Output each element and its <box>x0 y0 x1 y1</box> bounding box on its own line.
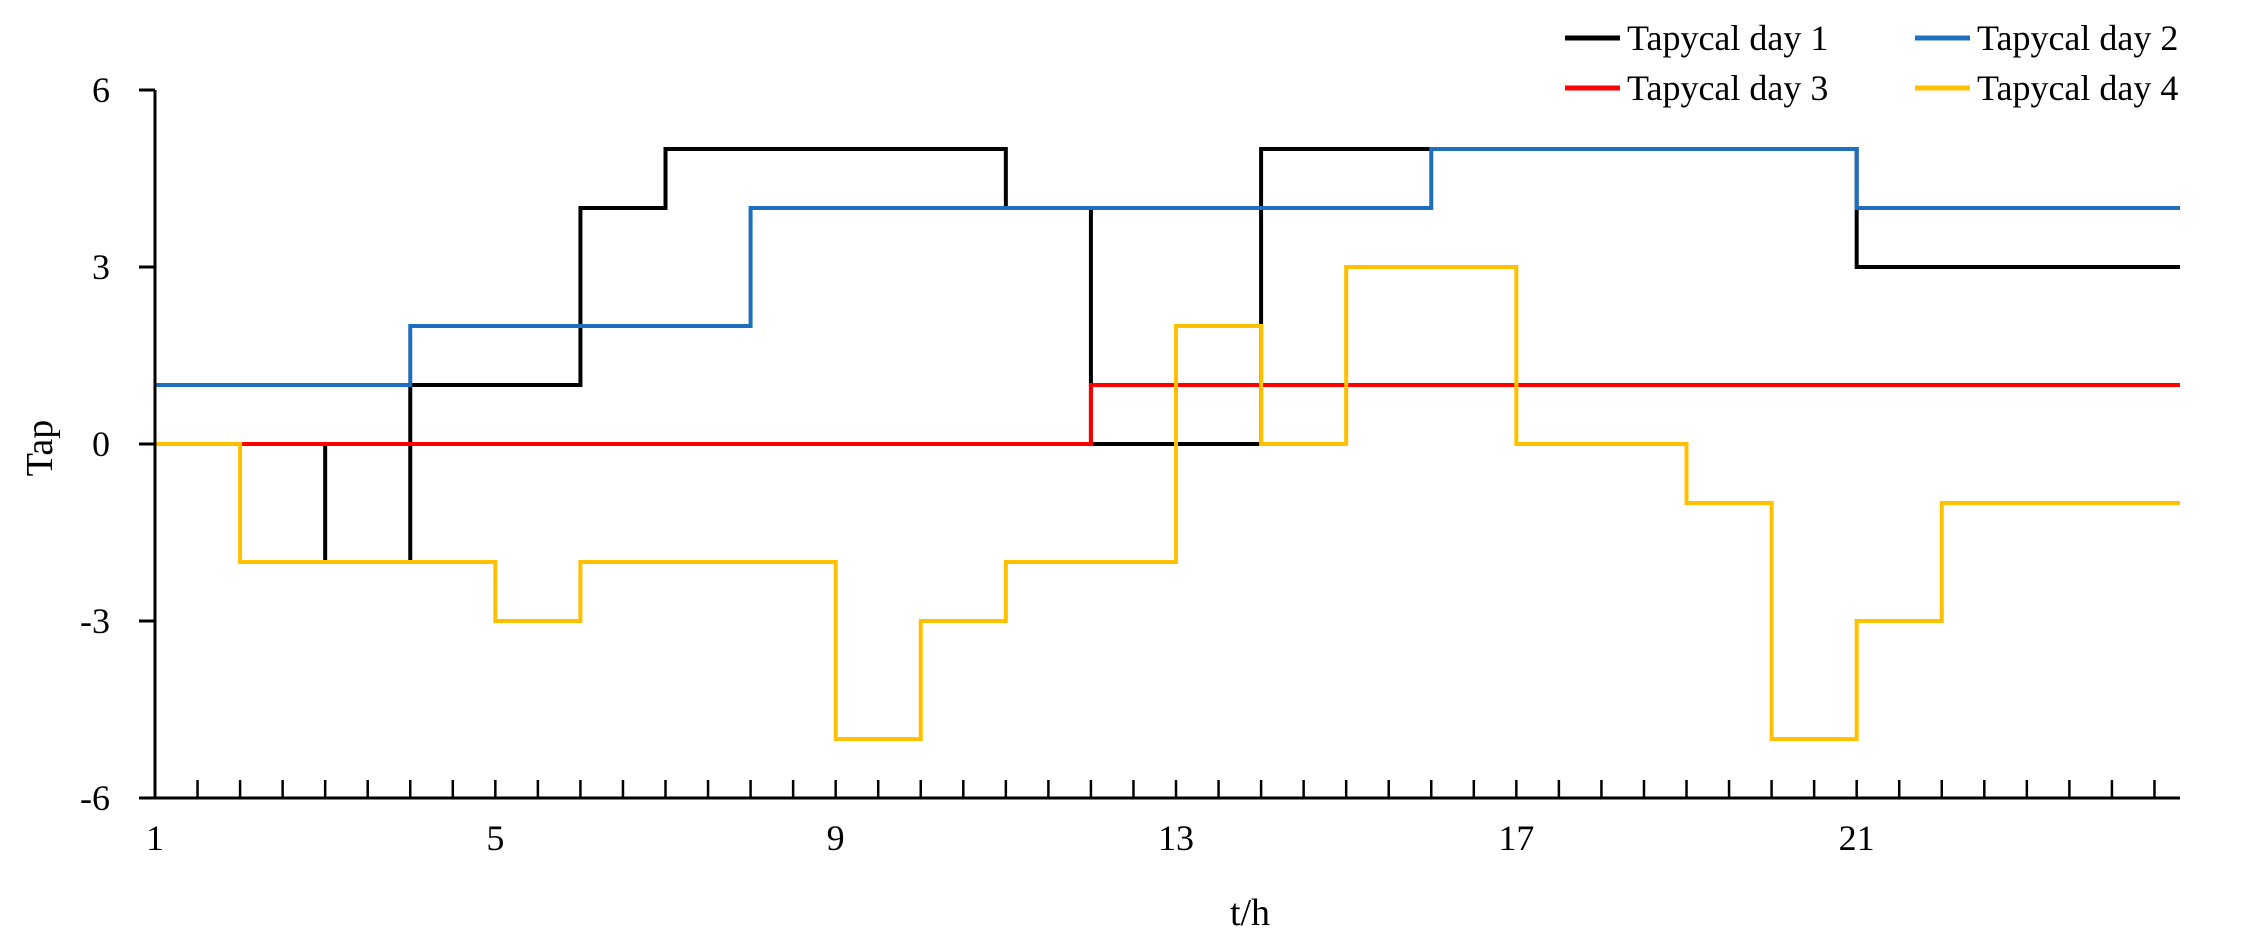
y-tick-label: 6 <box>92 70 110 110</box>
x-tick-label: 1 <box>146 818 164 858</box>
x-tick-label: 17 <box>1498 818 1534 858</box>
x-tick-label: 21 <box>1839 818 1875 858</box>
x-axis-title: t/h <box>1230 892 1270 934</box>
series-line-day-4 <box>155 265 2180 741</box>
legend: Tapycal day 1 Tapycal day 2 Tapycal day 3 T… <box>1565 18 2178 108</box>
y-tick-label: 3 <box>92 247 110 287</box>
x-tick-label: 9 <box>827 818 845 858</box>
axes: -6 -3 0 3 6 1 5 9 13 17 21 <box>80 70 2180 858</box>
legend-label: Tapycal day 4 <box>1977 68 2178 108</box>
legend-label: Tapycal day 3 <box>1627 68 1828 108</box>
y-tick-label: 0 <box>92 424 110 464</box>
x-tick-label: 5 <box>486 818 504 858</box>
x-tick-label: 13 <box>1158 818 1194 858</box>
series-group <box>155 147 2180 741</box>
series-line-day-1 <box>155 147 2180 564</box>
series-line-day-2 <box>155 147 2180 387</box>
y-tick-label: -3 <box>80 601 110 641</box>
y-axis-title: Tap <box>19 420 61 476</box>
y-tick-label: -6 <box>80 778 110 818</box>
legend-label: Tapycal day 1 <box>1627 18 1828 58</box>
series-line-day-3 <box>155 383 2180 446</box>
legend-label: Tapycal day 2 <box>1977 18 2178 58</box>
